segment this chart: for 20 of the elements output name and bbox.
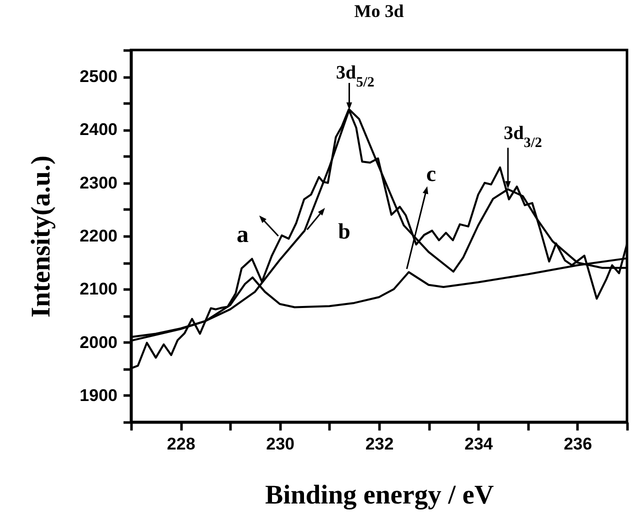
y-tick-label: 2200 — [80, 226, 118, 246]
annotation: b — [338, 218, 350, 244]
y-tick-label: 2400 — [80, 120, 118, 140]
y-tick-label: 2300 — [80, 173, 118, 192]
y-tick-label: 2500 — [80, 67, 118, 86]
y-tick-label: 1900 — [80, 386, 118, 405]
x-tick-label: 228 — [166, 434, 196, 454]
x-tick-label: 234 — [464, 434, 494, 454]
x-axis-title: Binding energy / eV — [265, 480, 494, 510]
annotation: c — [426, 160, 436, 186]
y-tick-label: 2000 — [80, 332, 118, 352]
x-tick-label: 236 — [564, 434, 592, 454]
annotation: a — [236, 222, 249, 248]
x-tick-label: 230 — [266, 434, 294, 454]
y-axis-title: Intensity(a.u.) — [26, 155, 56, 318]
x-tick-label: 232 — [365, 434, 394, 454]
chart-title: Mo 3d — [354, 1, 404, 21]
y-tick-label: 2100 — [80, 280, 118, 299]
annotation: 3d$_{5/2}$ — [336, 62, 374, 90]
annotation: 3d$_{3/2}$ — [504, 122, 542, 151]
